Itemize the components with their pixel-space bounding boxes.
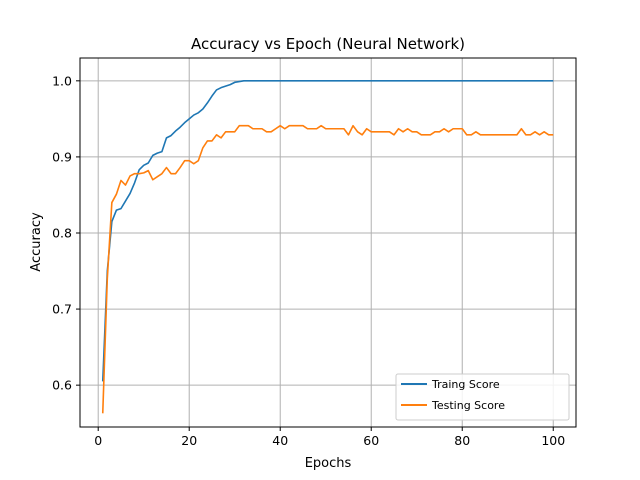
legend-label-training: Traing Score xyxy=(431,378,500,391)
training-score-line xyxy=(101,80,554,382)
y-axis-label: Accuracy xyxy=(29,212,44,272)
x-tick-label: 40 xyxy=(272,433,288,448)
legend: Traing Score Testing Score xyxy=(395,373,570,421)
y-tick-label: 0.9 xyxy=(52,149,72,164)
legend-label-testing: Testing Score xyxy=(431,399,505,412)
series-layer xyxy=(101,80,554,414)
x-tick-label: 60 xyxy=(363,433,379,448)
chart-title: Accuracy vs Epoch (Neural Network) xyxy=(191,35,465,53)
x-tick-label: 20 xyxy=(181,433,197,448)
x-tick-label: 80 xyxy=(454,433,470,448)
y-axis-ticks: 0.6 0.7 0.8 0.9 1.0 xyxy=(52,73,80,393)
legend-box xyxy=(395,373,570,421)
x-axis-label: Epochs xyxy=(305,456,352,471)
y-tick-label: 0.7 xyxy=(52,302,72,317)
plot-frame xyxy=(79,57,577,428)
y-tick-label: 0.8 xyxy=(52,225,72,240)
y-tick-label: 0.6 xyxy=(52,378,72,393)
x-axis-ticks: 0 20 40 60 80 100 xyxy=(94,427,565,448)
x-tick-label: 0 xyxy=(94,433,102,448)
x-tick-label: 100 xyxy=(541,433,565,448)
y-tick-label: 1.0 xyxy=(52,73,72,88)
testing-score-line xyxy=(101,124,554,414)
